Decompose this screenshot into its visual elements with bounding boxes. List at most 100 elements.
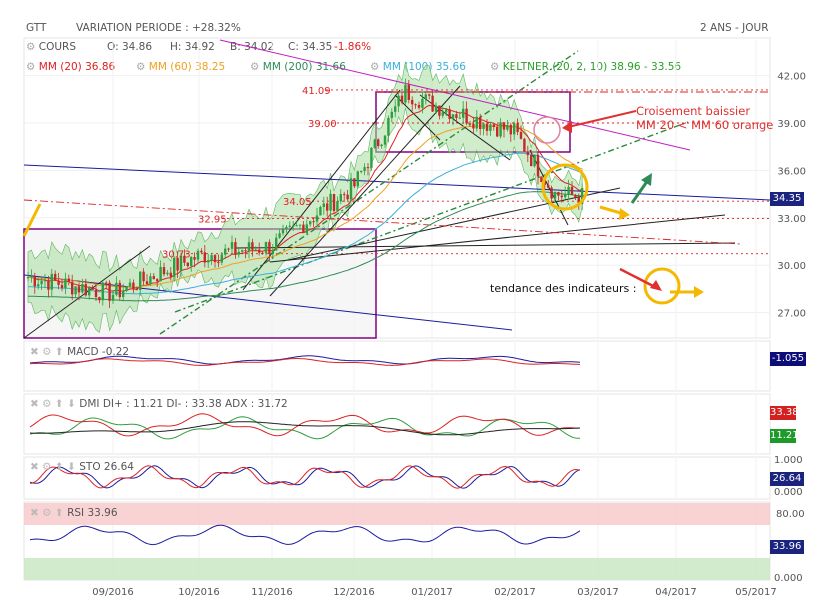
candle-body <box>516 123 519 133</box>
candle-body <box>336 201 339 211</box>
candle-body <box>203 252 206 263</box>
candle-body <box>81 284 84 293</box>
candle-body <box>173 257 176 277</box>
trendlines <box>23 39 771 339</box>
candle-body <box>397 95 400 107</box>
candle-body <box>434 105 438 112</box>
candle-body <box>281 228 285 234</box>
close-icon[interactable]: ✖ <box>30 461 39 473</box>
candle-body <box>213 255 217 263</box>
candle-body <box>268 242 271 255</box>
gear-icon[interactable]: ⚙ <box>42 346 52 358</box>
candle-body <box>40 280 43 285</box>
candle-body <box>421 98 424 108</box>
gear-icon[interactable]: ⚙ <box>26 61 36 73</box>
arrow-up-icon[interactable]: ⬆ <box>54 461 64 473</box>
close-icon[interactable]: ✖ <box>30 507 39 519</box>
candle-body <box>159 267 162 282</box>
candle-body <box>448 109 451 120</box>
candle-body <box>26 277 30 279</box>
arrow-up-icon[interactable]: ⬆ <box>54 507 64 519</box>
candle-body <box>455 114 458 118</box>
gear-icon[interactable]: ⚙ <box>490 61 500 73</box>
indicator-mm20[interactable]: ⚙ MM (20) 36.86 <box>26 61 116 73</box>
candle-body <box>37 284 40 287</box>
candle-body <box>237 251 240 255</box>
candle-body <box>346 194 349 200</box>
candle-body <box>251 242 254 250</box>
candle-body <box>329 193 332 211</box>
arrow-down-icon[interactable]: ⬇ <box>67 461 76 473</box>
indicator-mm100[interactable]: ⚙ MM (100) 35.66 <box>370 61 466 73</box>
arrow-down-icon[interactable]: ⬇ <box>67 398 76 410</box>
candle-body <box>380 144 383 147</box>
dmi-badge-green: 11.21 <box>770 429 799 443</box>
candle-body <box>292 225 295 227</box>
candle-body <box>190 257 193 267</box>
candle-body <box>383 135 387 145</box>
gridlines <box>24 40 770 338</box>
annotation-marks <box>22 110 704 305</box>
trendline <box>23 164 771 201</box>
candle-body <box>74 286 77 295</box>
candle-body <box>200 250 203 253</box>
dmi-label: DMI <box>79 398 100 410</box>
arrow-up-icon[interactable]: ⬆ <box>54 346 64 358</box>
candle-body <box>217 262 220 264</box>
candle-body <box>445 109 448 113</box>
quote-open: O: 34.86 <box>107 41 153 53</box>
indicator-mm60[interactable]: ⚙ MM (60) 38.25 <box>136 61 226 73</box>
candle-body <box>475 116 478 129</box>
gear-icon[interactable]: ⚙ <box>26 41 36 53</box>
candle-body <box>564 194 567 198</box>
price-tick-label: 39.00 <box>777 119 806 130</box>
candle-body <box>373 139 376 148</box>
gear-icon[interactable]: ⚙ <box>42 398 52 410</box>
cross-arrow <box>567 110 637 128</box>
candle-body <box>570 186 574 195</box>
candle-body <box>67 278 70 282</box>
arrow-up-icon[interactable]: ⬆ <box>54 398 64 410</box>
candle-body <box>149 276 152 285</box>
candle-body <box>489 124 492 131</box>
x-tick-label: 10/2016 <box>178 587 220 598</box>
trendline <box>529 149 569 226</box>
macd-badge: -1.055 <box>770 352 806 366</box>
candle-body <box>145 281 149 285</box>
level-label: 32.95 <box>198 215 227 226</box>
macd-signal-line <box>29 358 580 366</box>
candle-body <box>404 84 407 103</box>
indicator-mm200[interactable]: ⚙ MM (200) 31.66 <box>250 61 346 73</box>
forecast-arrowhead-green <box>641 173 652 186</box>
trendline <box>269 214 726 263</box>
close-icon[interactable]: ✖ <box>30 346 39 358</box>
candle-body <box>574 194 577 198</box>
gear-icon[interactable]: ⚙ <box>42 507 52 519</box>
gear-icon[interactable]: ⚙ <box>370 61 380 73</box>
quote-close: C: 34.35 <box>288 41 333 53</box>
level-label: 41.09 <box>302 86 331 97</box>
trend-arrowhead-red <box>650 280 662 291</box>
gear-icon[interactable]: ⚙ <box>136 61 146 73</box>
gear-icon[interactable]: ⚙ <box>42 461 52 473</box>
ma60-line <box>28 125 583 288</box>
candle-body <box>135 289 138 291</box>
candle-body <box>275 237 278 251</box>
trend-arrowhead-orange <box>694 286 704 298</box>
indicator-keltner[interactable]: ⚙ KELTNER (20, 2, 10) 38.96 - 33.56 <box>490 61 682 73</box>
close-icon[interactable]: ✖ <box>30 398 39 410</box>
candle-body <box>377 139 380 147</box>
gear-icon[interactable]: ⚙ <box>250 61 260 73</box>
candle-body <box>557 192 560 196</box>
candle-body <box>71 281 74 295</box>
candle-body <box>210 255 213 261</box>
price-tick-label: 30.00 <box>777 261 806 272</box>
candle-body <box>309 221 312 225</box>
candle-body <box>77 286 81 293</box>
period-label[interactable]: 2 ANS - JOUR <box>700 22 769 34</box>
candle-body <box>156 279 159 282</box>
rsi-line <box>29 524 581 546</box>
trendline <box>242 89 401 291</box>
sto-tick-bottom: 0.000 <box>774 487 803 498</box>
candle-body <box>285 226 288 229</box>
